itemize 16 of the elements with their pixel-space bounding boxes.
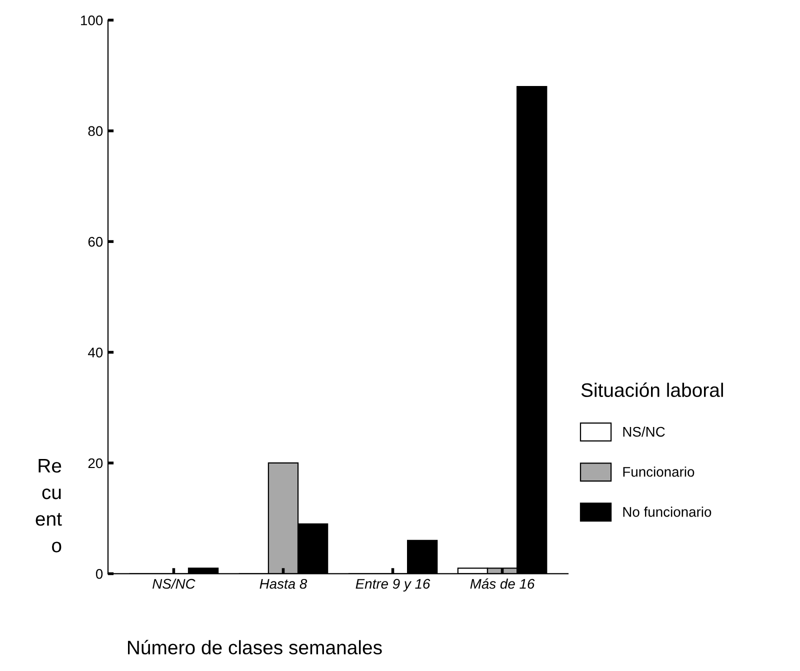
legend-title: Situación laboral (581, 382, 723, 398)
y-tick-label: 0 (96, 569, 103, 579)
y-tick-label: 100 (81, 15, 103, 26)
x-tick-label: Más de 16 (470, 578, 535, 589)
x-tick-label: Hasta 8 (260, 578, 308, 589)
y-tick-label: 20 (88, 458, 103, 468)
y-tick-label: 80 (88, 126, 103, 136)
x-axis-title: Número de clases semanales (128, 640, 382, 654)
x-tick-label: Entre 9 y 16 (356, 578, 430, 592)
y-tick-label: 60 (88, 236, 103, 247)
y-tick-label: 40 (88, 348, 103, 358)
y-axis-title: Re cu ent o (36, 459, 62, 552)
legend-label: Funcionario (623, 466, 694, 477)
legend-label: NS/NC (623, 426, 665, 437)
x-tick-label: NS/NC (152, 578, 196, 589)
legend-label: No funcionario (623, 506, 712, 517)
